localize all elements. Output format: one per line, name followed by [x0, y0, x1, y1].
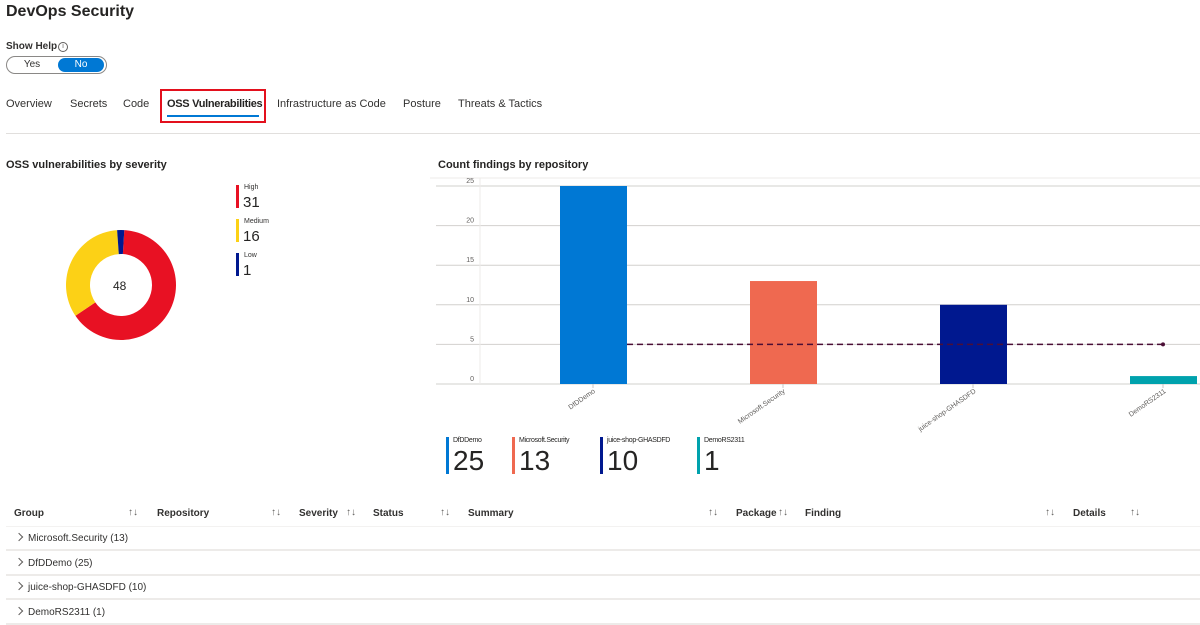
tab-code[interactable]: Code: [123, 98, 150, 110]
bar-Microsoft.Security[interactable]: [750, 281, 817, 384]
sort-icon[interactable]: ↑↓: [440, 507, 450, 518]
legend-label-low: Low: [244, 252, 257, 259]
column-header-status[interactable]: Status: [373, 508, 404, 519]
sort-icon[interactable]: ↑↓: [346, 507, 356, 518]
y-tick-label: 20: [466, 218, 474, 225]
bar-legend-color: [512, 437, 515, 474]
chevron-right-icon[interactable]: [14, 606, 24, 615]
sort-icon[interactable]: ↑↓: [271, 507, 281, 518]
toggle-no[interactable]: No: [58, 58, 104, 72]
table-row[interactable]: juice-shop-GHASDFD (10): [6, 576, 1200, 600]
legend-color-bar: [236, 185, 239, 208]
column-header-repository[interactable]: Repository: [157, 508, 210, 519]
bar-DemoRS2311[interactable]: [1130, 376, 1197, 384]
group-label: Microsoft.Security (13): [28, 533, 129, 544]
bar-legend-value: 25: [453, 445, 485, 476]
reference-line-point: [1161, 342, 1165, 347]
column-header-finding[interactable]: Finding: [805, 508, 842, 519]
sort-icon[interactable]: ↑↓: [778, 507, 788, 518]
chevron-right-icon[interactable]: [14, 581, 24, 591]
header-divider: [6, 526, 1200, 527]
chevron-right-icon[interactable]: [14, 557, 24, 566]
column-header-details[interactable]: Details: [1073, 508, 1106, 519]
tab-oss-vulnerabilities[interactable]: OSS Vulnerabilities: [167, 98, 263, 110]
bar-legend-value: 13: [519, 445, 551, 476]
donut-slice-low[interactable]: [117, 230, 125, 255]
column-header-package[interactable]: Package: [736, 508, 777, 519]
active-tab-highlight: [160, 89, 266, 123]
tab-infrastructure-as-code[interactable]: Infrastructure as Code: [277, 98, 386, 110]
bar-legend-label: DemoRS2311: [704, 437, 745, 444]
bar-legend-label: DfDDemo: [453, 437, 482, 444]
tab-threats-tactics[interactable]: Threats & Tactics: [458, 98, 543, 110]
legend-value-high: 31: [243, 194, 260, 211]
show-help-toggle[interactable]: Yes No: [6, 56, 107, 74]
bar-DfDDemo[interactable]: [560, 186, 627, 384]
legend-value-medium: 16: [243, 228, 260, 245]
bar-legend-color: [600, 437, 603, 474]
y-tick-label: 25: [466, 178, 474, 185]
severity-donut: [66, 230, 177, 340]
y-tick-label: 0: [470, 376, 474, 383]
sort-icon[interactable]: ↑↓: [128, 507, 138, 518]
repo-bar-chart: 25 20 15 10 5 0: [430, 177, 1200, 388]
sort-icon[interactable]: ↑↓: [1045, 507, 1055, 518]
legend-label-medium: Medium: [244, 218, 269, 225]
legend-color-bar: [236, 219, 239, 242]
show-help-label: Show Help: [6, 41, 58, 52]
legend-value-low: 1: [243, 262, 252, 279]
bar-legend-label: Microsoft.Security: [519, 437, 570, 444]
column-header-group[interactable]: Group: [14, 508, 44, 519]
column-header-severity[interactable]: Severity: [299, 508, 338, 519]
page-title: DevOps Security: [6, 3, 135, 20]
legend-label-high: High: [244, 184, 259, 191]
group-label: DemoRS2311 (1): [28, 606, 106, 618]
donut-total: 48: [113, 279, 127, 293]
donut-slice-high[interactable]: [75, 230, 177, 340]
table-row[interactable]: DemoRS2311 (1): [6, 601, 1200, 625]
y-tick-label: 15: [466, 257, 474, 264]
sort-icon[interactable]: ↑↓: [708, 507, 718, 518]
tab-secrets[interactable]: Secrets: [70, 98, 108, 110]
y-tick-label: 10: [466, 297, 474, 304]
tab-posture[interactable]: Posture: [403, 98, 441, 110]
bar-legend-label: juice-shop-GHASDFD: [607, 437, 671, 444]
group-label: DfDDemo (25): [28, 557, 93, 569]
bar-legend-color: [697, 437, 700, 474]
bar-legend-color: [446, 437, 449, 474]
chevron-right-icon[interactable]: [14, 532, 24, 542]
info-icon[interactable]: i: [58, 42, 68, 52]
legend-color-bar: [236, 253, 239, 276]
group-label: juice-shop-GHASDFD (10): [28, 582, 147, 593]
toggle-yes[interactable]: Yes: [23, 59, 41, 70]
severity-chart-title: OSS vulnerabilities by severity: [6, 159, 167, 171]
bar-legend-value: 10: [607, 445, 639, 476]
donut-slice-medium[interactable]: [66, 230, 119, 316]
y-tick-label: 5: [470, 336, 474, 343]
divider: [6, 133, 1200, 134]
repo-chart-title: Count findings by repository: [438, 159, 589, 171]
column-header-summary[interactable]: Summary: [468, 508, 514, 519]
table-row[interactable]: Microsoft.Security (13): [6, 527, 1200, 551]
tab-overview[interactable]: Overview: [6, 98, 52, 110]
table-row[interactable]: DfDDemo (25): [6, 552, 1200, 576]
bar-legend-value: 1: [704, 445, 720, 476]
sort-icon[interactable]: ↑↓: [1130, 507, 1140, 518]
active-tab-underline: [167, 115, 259, 117]
